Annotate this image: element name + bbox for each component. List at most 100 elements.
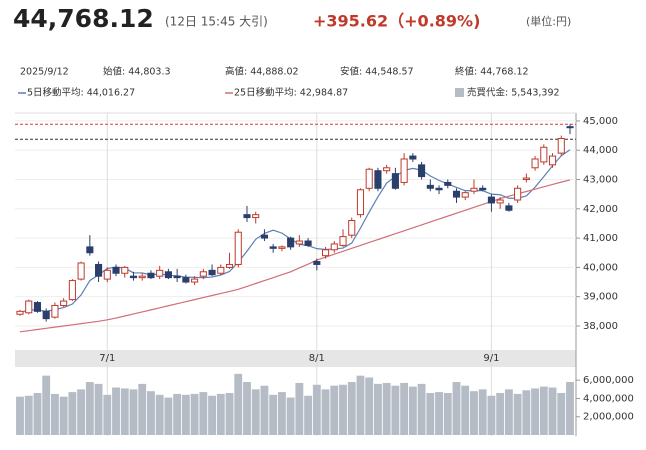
- candle-body: [182, 277, 190, 283]
- volume-bar: [496, 393, 505, 435]
- candle-body: [42, 310, 50, 320]
- volume-bar: [269, 394, 278, 435]
- volume-bar: [59, 396, 68, 435]
- candle-body: [356, 189, 365, 216]
- y-tick-label: 42,000: [583, 204, 618, 215]
- candle-body: [374, 170, 382, 189]
- candle-body: [208, 269, 216, 276]
- x-tick-label: 9/1: [483, 353, 499, 364]
- candle-body: [164, 271, 172, 279]
- volume-tick-label: 6,000,000: [583, 375, 634, 386]
- info-high: 高値: 44,888.02: [225, 66, 299, 78]
- volume-bar: [557, 393, 566, 435]
- candle-body: [86, 246, 94, 254]
- y-tick-label: 39,000: [583, 292, 618, 303]
- candle-body: [522, 177, 530, 181]
- candle-body: [269, 246, 277, 249]
- y-tick-label: 38,000: [583, 321, 618, 332]
- candle-body: [496, 199, 504, 204]
- x-tick-label: 7/1: [99, 353, 115, 364]
- candle-body: [304, 240, 312, 246]
- candle-body: [243, 214, 251, 219]
- info-open: 始値: 44,803.3: [103, 66, 171, 78]
- candle-body: [426, 184, 434, 189]
- candle-body: [112, 266, 120, 274]
- legend-ma5: 5日移動平均: 44,016.27: [27, 87, 135, 99]
- candle-body: [16, 310, 24, 315]
- candle-body: [514, 187, 522, 201]
- candle-body: [147, 272, 155, 279]
- candle-body: [348, 220, 356, 236]
- candle-body: [452, 190, 461, 198]
- volume-bar: [461, 385, 470, 435]
- volume-bar: [382, 382, 391, 435]
- volume-bar: [234, 373, 243, 435]
- candle-body: [330, 243, 338, 251]
- legend-volume: 売買代金: 5,543,392: [467, 87, 560, 99]
- candle-body: [260, 234, 268, 239]
- candle-body: [68, 280, 76, 301]
- volume-bar: [42, 375, 51, 435]
- volume-bar: [138, 383, 147, 435]
- volume-bar: [531, 388, 540, 435]
- volume-bar: [347, 382, 356, 435]
- volume-bar: [522, 390, 531, 435]
- candle-body: [173, 275, 181, 279]
- volume-bar: [225, 393, 234, 435]
- volume-bar: [452, 382, 461, 435]
- candle-body: [322, 249, 330, 257]
- y-tick-label: 43,000: [583, 175, 618, 186]
- volume-tick-label: 4,000,000: [583, 393, 634, 404]
- x-tick-label: 8/1: [309, 353, 325, 364]
- moving-average: [19, 179, 571, 333]
- candle-body: [278, 246, 286, 249]
- candle-body: [400, 158, 408, 183]
- volume-tick-label: 2,000,000: [583, 412, 634, 423]
- volume-bar: [417, 383, 426, 435]
- candle-body: [191, 278, 199, 283]
- volume-bar: [295, 382, 304, 435]
- volume-bar: [147, 391, 155, 435]
- x-axis-band: [15, 350, 576, 367]
- volume-bar: [321, 389, 330, 435]
- info-close: 終値: 44,768.12: [455, 66, 529, 78]
- candle-body: [505, 205, 513, 211]
- volume-bar: [365, 377, 374, 435]
- volume-bar: [400, 382, 409, 435]
- volume-bar: [243, 382, 251, 435]
- candle-body: [33, 302, 42, 312]
- change: +395.62（+0.89%): [313, 12, 480, 31]
- volume-bar: [129, 389, 138, 435]
- volume-bar: [120, 388, 129, 435]
- volume-bar: [155, 394, 164, 435]
- candle-body: [129, 275, 138, 279]
- volume-bar: [391, 385, 400, 435]
- volume-bar: [470, 391, 478, 435]
- y-tick-label: 40,000: [583, 262, 618, 273]
- info-date: 2025/9/12: [20, 67, 69, 78]
- volume-bar: [24, 395, 33, 435]
- candle-body: [234, 231, 242, 265]
- time: (12日 15:45 大引): [165, 15, 268, 29]
- volume-bar: [199, 392, 208, 435]
- volume-bar: [478, 389, 487, 435]
- volume-bar: [304, 395, 313, 435]
- volume-bar: [566, 382, 574, 435]
- candle-body: [225, 263, 234, 268]
- candle-body: [435, 187, 443, 191]
- info-low: 安値: 44,548.57: [340, 66, 414, 78]
- volume-bar: [330, 385, 339, 435]
- candle-body: [199, 271, 207, 277]
- candle-body: [60, 300, 68, 306]
- volume-bar: [312, 384, 321, 435]
- candle-body: [540, 146, 548, 163]
- candle-body: [25, 300, 33, 314]
- candle-body: [461, 192, 469, 198]
- volume-bar: [435, 392, 443, 435]
- candle-body: [138, 275, 146, 279]
- legend-swatch: [455, 88, 464, 97]
- candle-body: [295, 240, 303, 245]
- volume-bar: [251, 389, 260, 435]
- volume-bar: [286, 397, 295, 435]
